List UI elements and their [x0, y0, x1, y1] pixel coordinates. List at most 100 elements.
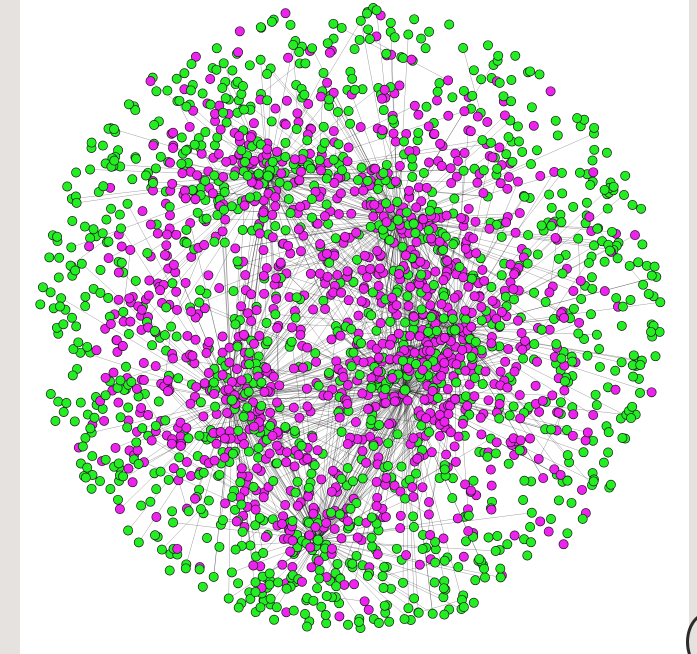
- node-green: [209, 170, 220, 181]
- node-green: [121, 361, 131, 372]
- node-green: [556, 217, 567, 228]
- node-magenta: [359, 596, 370, 607]
- node-green: [586, 272, 597, 283]
- node-green: [581, 197, 592, 208]
- node-magenta: [452, 156, 463, 166]
- node-magenta: [443, 110, 454, 121]
- node-green: [300, 609, 310, 619]
- node-green: [101, 214, 112, 225]
- node-magenta: [577, 484, 587, 495]
- node-magenta: [537, 395, 548, 406]
- node-green: [303, 482, 314, 493]
- node-magenta: [319, 211, 330, 222]
- node-magenta: [452, 513, 463, 524]
- node-magenta: [267, 232, 278, 243]
- node-magenta: [355, 122, 366, 133]
- node-magenta: [91, 345, 102, 356]
- node-magenta: [487, 295, 498, 306]
- node-green: [118, 471, 129, 482]
- node-green: [219, 187, 230, 197]
- node-magenta: [525, 433, 535, 444]
- node-green: [468, 597, 479, 608]
- node-green: [321, 591, 332, 601]
- node-green: [626, 413, 636, 424]
- node-green: [529, 339, 540, 350]
- node-magenta: [417, 482, 428, 493]
- node-green: [214, 469, 225, 480]
- node-green: [483, 40, 493, 51]
- node-magenta: [131, 383, 142, 394]
- node-magenta: [259, 288, 270, 299]
- node-green: [305, 163, 316, 174]
- node-magenta: [466, 485, 476, 496]
- node-magenta: [138, 375, 149, 386]
- node-green: [271, 458, 282, 469]
- node-green: [238, 81, 248, 92]
- node-green: [378, 105, 389, 116]
- node-green: [546, 202, 557, 213]
- node-magenta: [459, 106, 470, 117]
- node-green: [98, 181, 109, 192]
- node-green: [321, 618, 332, 629]
- node-magenta: [373, 366, 384, 377]
- node-green: [625, 295, 636, 305]
- hub-center-right: [449, 324, 461, 336]
- node-green: [115, 412, 126, 423]
- node-green: [438, 583, 449, 594]
- node-green: [149, 120, 160, 130]
- node-green: [183, 506, 194, 517]
- node-green: [253, 168, 264, 179]
- node-green: [532, 249, 543, 260]
- node-green: [62, 181, 73, 192]
- node-green: [557, 268, 568, 279]
- node-magenta: [281, 457, 292, 468]
- node-magenta: [411, 202, 422, 213]
- node-green: [589, 144, 600, 155]
- node-magenta: [357, 388, 368, 399]
- edge: [267, 175, 374, 293]
- node-magenta: [436, 371, 447, 382]
- edge: [186, 399, 233, 565]
- node-magenta: [323, 390, 334, 401]
- node-green: [349, 44, 360, 55]
- edge: [203, 219, 399, 221]
- node-green: [494, 77, 505, 88]
- node-magenta: [311, 356, 322, 367]
- node-magenta: [210, 108, 220, 119]
- node-green: [603, 427, 614, 438]
- node-green: [328, 18, 339, 29]
- node-magenta: [236, 463, 247, 474]
- edge: [549, 214, 561, 293]
- node-green: [423, 225, 434, 236]
- node-green: [324, 94, 335, 105]
- node-green: [95, 265, 106, 275]
- node-green: [506, 96, 517, 107]
- node-magenta: [217, 226, 228, 237]
- node-green: [635, 387, 645, 398]
- node-magenta: [271, 293, 282, 304]
- node-green: [237, 225, 248, 235]
- node-green: [562, 475, 573, 486]
- node-magenta: [166, 438, 177, 449]
- node-magenta: [145, 76, 156, 87]
- node-green: [476, 345, 487, 356]
- edge: [378, 457, 407, 484]
- node-magenta: [501, 217, 512, 228]
- node-green: [227, 65, 238, 76]
- node-magenta: [370, 163, 381, 174]
- node-magenta: [220, 214, 231, 225]
- node-magenta: [283, 52, 294, 63]
- node-magenta: [217, 347, 228, 358]
- node-green: [496, 270, 507, 281]
- node-green: [397, 241, 408, 252]
- node-magenta: [436, 299, 447, 310]
- node-green: [192, 207, 203, 218]
- node-green: [200, 175, 211, 186]
- node-magenta: [502, 183, 513, 194]
- node-green: [243, 446, 254, 457]
- node-magenta: [375, 318, 386, 329]
- node-magenta: [340, 231, 351, 242]
- edge: [293, 44, 298, 114]
- node-magenta: [549, 464, 560, 475]
- node-green: [163, 474, 174, 485]
